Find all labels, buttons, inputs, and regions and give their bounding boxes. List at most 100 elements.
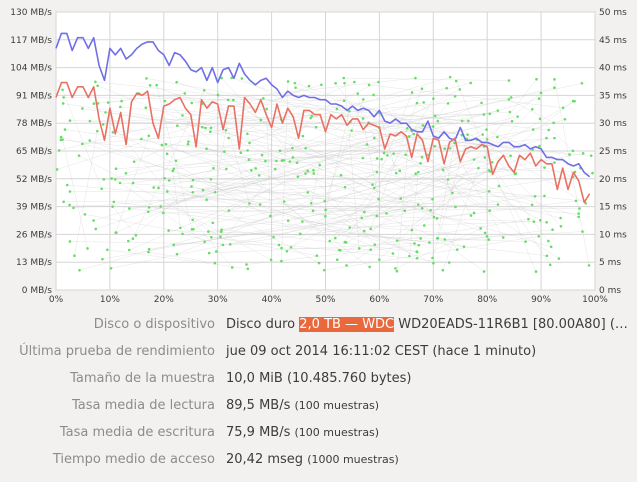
access-seek-line: [169, 87, 555, 181]
access-time-point: [106, 101, 110, 104]
chart-grid: [55, 11, 596, 291]
access-time-point: [61, 88, 64, 92]
access-time-point: [482, 113, 486, 116]
access-time-point: [157, 186, 160, 190]
access-seek-line: [115, 135, 149, 233]
access-seek-line: [187, 144, 314, 174]
access-seek-line: [310, 76, 451, 119]
access-time-point: [224, 167, 228, 171]
access-time-point: [286, 219, 290, 223]
access-time-point: [563, 118, 567, 121]
access-time-point: [275, 159, 278, 163]
access-time-point: [538, 144, 541, 148]
access-time-point: [539, 91, 543, 95]
access-time-point: [404, 153, 408, 157]
access-time-point: [68, 203, 71, 207]
device-model: WD20EADS-11R6B1 [80.00A80] (…: [394, 317, 628, 332]
access-time-point: [431, 197, 434, 201]
access-time-point: [378, 258, 381, 261]
access-time-point: [240, 77, 244, 80]
access-time-point: [114, 167, 118, 171]
access-time-point: [239, 151, 243, 154]
access-time-point: [445, 86, 448, 90]
detail-label: Tamaño de la muestra: [70, 371, 215, 386]
access-seek-line: [193, 89, 460, 230]
access-time-point: [373, 243, 377, 246]
access-time-point: [145, 77, 148, 80]
access-time-point: [420, 155, 424, 159]
y-right-tick-label: 45 ms: [599, 36, 627, 46]
access-seek-line: [129, 208, 547, 256]
access-time-point: [571, 99, 575, 103]
access-seek-line: [153, 121, 513, 188]
access-time-point: [171, 169, 175, 173]
access-time-point: [301, 220, 304, 223]
access-seek-line: [61, 136, 326, 217]
access-time-point: [335, 258, 339, 262]
write-rate-line: [55, 81, 591, 204]
y-left-tick-label: 26 MB/s: [16, 230, 52, 240]
access-time-point: [181, 232, 184, 236]
access-seek-line: [275, 169, 418, 259]
access-seek-line: [302, 221, 488, 237]
access-time-point: [339, 173, 343, 177]
access-time-point: [410, 228, 414, 232]
y-left-tick-label: 117 MB/s: [10, 36, 52, 46]
access-time-point: [531, 128, 535, 131]
read-rate-samples: (100 muestras): [294, 399, 380, 412]
x-tick-label: 10%: [100, 295, 120, 305]
access-seek-line: [396, 136, 410, 272]
access-time-point: [455, 248, 459, 251]
access-time-point: [467, 119, 470, 123]
access-time-point: [167, 229, 170, 232]
access-seek-line: [288, 173, 515, 221]
access-seek-line: [437, 142, 455, 239]
access-seek-line: [62, 139, 88, 249]
access-time-point: [382, 151, 386, 155]
access-time-point: [282, 200, 286, 203]
access-time-point: [488, 209, 492, 212]
access-time-point: [496, 109, 500, 112]
access-time-point: [296, 175, 300, 178]
access-time-point: [212, 166, 215, 170]
access-time-point: [421, 124, 425, 127]
access-seek-line: [294, 82, 574, 177]
access-seek-line: [60, 139, 277, 162]
access-seek-line: [108, 100, 122, 103]
access-time-point: [68, 119, 72, 122]
access-time-point: [124, 171, 128, 175]
access-time-point: [328, 239, 332, 243]
access-time-point: [369, 227, 372, 231]
access-time-point: [342, 99, 346, 102]
access-time-point: [163, 176, 166, 180]
access-time-point: [312, 172, 316, 175]
access-seek-line: [89, 113, 490, 122]
access-seek-line: [148, 251, 215, 264]
access-time-point: [549, 245, 553, 249]
access-time-point: [165, 152, 169, 156]
access-time-point: [391, 252, 395, 255]
detail-label: Tasa media de lectura: [71, 398, 215, 413]
access-time-point: [152, 186, 156, 189]
access-time-point: [101, 123, 105, 126]
detail-row-write-rate: Tasa media de escritura 75,9 MB/s (100 m…: [0, 422, 637, 444]
access-time-point: [335, 107, 339, 111]
detail-value: 75,9 MB/s (100 muestras): [226, 422, 379, 444]
access-time-point: [147, 250, 150, 254]
access-time-point: [481, 133, 484, 136]
access-time-point: [574, 199, 578, 203]
access-time-point: [441, 268, 445, 272]
access-time-point: [278, 149, 282, 153]
access-time-point: [559, 225, 563, 228]
access-time-point: [81, 142, 84, 146]
access-time-point: [372, 136, 376, 140]
transfer-rate-lines: [55, 32, 591, 204]
access-seek-line: [221, 229, 417, 252]
access-seek-line: [166, 153, 177, 161]
access-time-point: [304, 146, 307, 150]
access-seek-line: [133, 168, 227, 184]
access-time-value: 20,42 mseg: [226, 452, 304, 467]
access-seek-line: [230, 212, 475, 245]
benchmark-chart: 0% 10% 20% 30% 40% 50% 60% 70% 80% 90% 100% 0 MB/s 0…: [10, 8, 627, 305]
access-time-point: [288, 160, 292, 163]
